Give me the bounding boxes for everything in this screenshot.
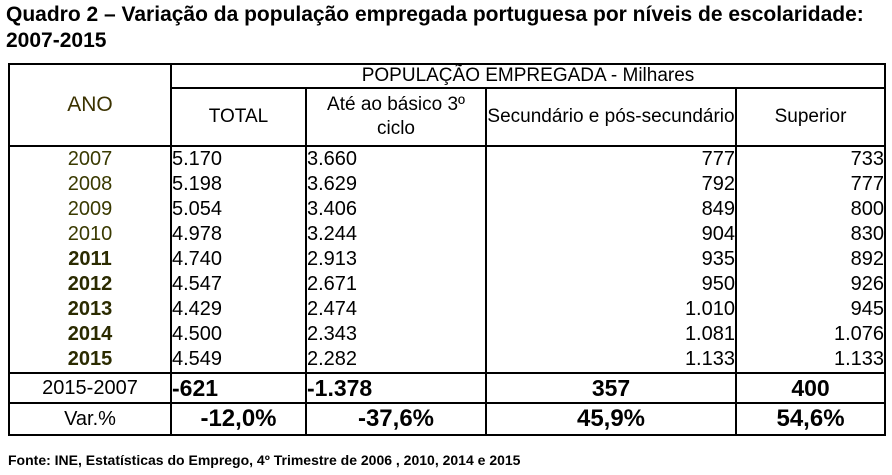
source-note: Fonte: INE, Estatísticas do Emprego, 4º … (8, 452, 521, 468)
table-row: 2015 4.549 2.282 1.133 1.133 (8, 347, 887, 374)
basico-cell: 2.282 (305, 347, 487, 374)
secundario-cell: 935 (485, 247, 737, 272)
superior-cell: 945 (734, 297, 887, 322)
total-cell: 4.429 (170, 297, 307, 322)
table-row: 2012 4.547 2.671 950 926 (8, 272, 887, 297)
variation-basico: -37,6% (305, 402, 487, 436)
basico-cell: 3.244 (305, 222, 487, 247)
difference-secundario: 357 (485, 372, 737, 404)
variation-total: -12,0% (170, 402, 307, 436)
superior-cell: 1.076 (734, 322, 887, 347)
superior-cell: 733 (734, 146, 887, 172)
table-row: 2011 4.740 2.913 935 892 (8, 247, 887, 272)
year-cell: 2009 (8, 197, 172, 222)
secundario-cell: 1.133 (485, 347, 737, 374)
year-cell: 2013 (8, 297, 172, 322)
superior-cell: 1.133 (734, 347, 887, 374)
total-cell: 5.170 (170, 146, 307, 172)
superior-cell: 892 (734, 247, 887, 272)
difference-row: 2015-2007 -621 -1.378 357 400 (8, 372, 887, 404)
variation-secundario: 45,9% (485, 402, 737, 436)
basico-cell: 3.629 (305, 172, 487, 197)
variation-label: Var.% (8, 402, 172, 436)
table-row: 2008 5.198 3.629 792 777 (8, 172, 887, 197)
year-cell: 2012 (8, 272, 172, 297)
basico-cell: 2.913 (305, 247, 487, 272)
year-header: ANO (8, 63, 172, 147)
superior-cell: 777 (734, 172, 887, 197)
secundario-cell: 1.010 (485, 297, 737, 322)
column-header-total: TOTAL (170, 87, 307, 147)
secundario-cell: 904 (485, 222, 737, 247)
basico-cell: 3.660 (305, 146, 487, 172)
basico-cell: 2.474 (305, 297, 487, 322)
table-row: 2010 4.978 3.244 904 830 (8, 222, 887, 247)
basico-cell: 2.671 (305, 272, 487, 297)
total-cell: 4.978 (170, 222, 307, 247)
table-row: 2007 5.170 3.660 777 733 (8, 146, 887, 172)
column-header-secundario: Secundário e pós-secundário (485, 87, 737, 147)
difference-label: 2015-2007 (8, 372, 172, 404)
secundario-cell: 950 (485, 272, 737, 297)
total-cell: 4.547 (170, 272, 307, 297)
column-header-basico: Até ao básico 3º ciclo (305, 87, 487, 147)
basico-cell: 2.343 (305, 322, 487, 347)
variation-row: Var.% -12,0% -37,6% 45,9% 54,6% (8, 402, 887, 436)
column-header-superior: Superior (734, 87, 887, 147)
year-cell: 2014 (8, 322, 172, 347)
total-cell: 5.198 (170, 172, 307, 197)
superior-cell: 926 (734, 272, 887, 297)
year-cell: 2010 (8, 222, 172, 247)
year-cell: 2015 (8, 347, 172, 374)
total-cell: 5.054 (170, 197, 307, 222)
table-row: 2009 5.054 3.406 849 800 (8, 197, 887, 222)
secundario-cell: 792 (485, 172, 737, 197)
total-cell: 4.500 (170, 322, 307, 347)
variation-superior: 54,6% (734, 402, 887, 436)
employment-table: ANO POPULAÇÃO EMPREGADA - Milhares TOTAL… (8, 63, 887, 436)
difference-total: -621 (170, 372, 307, 404)
secundario-cell: 849 (485, 197, 737, 222)
table-row: 2014 4.500 2.343 1.081 1.076 (8, 322, 887, 347)
year-cell: 2007 (8, 146, 172, 172)
table-title: Quadro 2 – Variação da população emprega… (6, 3, 864, 52)
difference-basico: -1.378 (305, 372, 487, 404)
basico-cell: 3.406 (305, 197, 487, 222)
difference-superior: 400 (734, 372, 887, 404)
secundario-cell: 777 (485, 146, 737, 172)
year-cell: 2011 (8, 247, 172, 272)
secundario-cell: 1.081 (485, 322, 737, 347)
superior-cell: 800 (734, 197, 887, 222)
total-cell: 4.740 (170, 247, 307, 272)
table-row: 2013 4.429 2.474 1.010 945 (8, 297, 887, 322)
total-cell: 4.549 (170, 347, 307, 374)
year-cell: 2008 (8, 172, 172, 197)
group-header: POPULAÇÃO EMPREGADA - Milhares (169, 63, 887, 89)
superior-cell: 830 (734, 222, 887, 247)
